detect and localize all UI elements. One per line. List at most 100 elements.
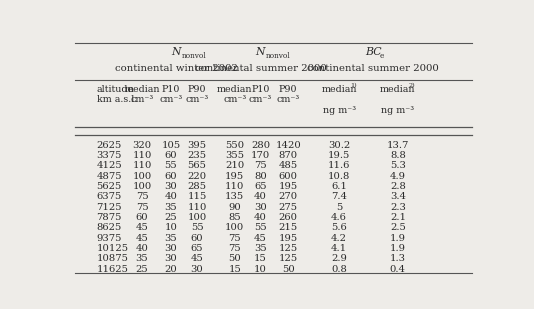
Text: 110: 110 (132, 151, 152, 160)
Text: 60: 60 (191, 234, 203, 243)
Text: 2.8: 2.8 (390, 182, 406, 191)
Text: 870: 870 (279, 151, 298, 160)
Text: 80: 80 (254, 171, 267, 181)
Text: 45: 45 (254, 234, 267, 243)
Text: e: e (380, 52, 384, 60)
Text: 55: 55 (254, 223, 267, 232)
Text: 15: 15 (254, 254, 267, 264)
Text: 100: 100 (225, 223, 245, 232)
Text: 30: 30 (164, 182, 177, 191)
Text: 8.8: 8.8 (390, 151, 406, 160)
Text: 9375: 9375 (97, 234, 122, 243)
Text: 100: 100 (187, 213, 207, 222)
Text: continental summer 2000: continental summer 2000 (307, 65, 439, 74)
Text: 10: 10 (254, 265, 267, 274)
Text: 600: 600 (279, 171, 297, 181)
Text: 2625: 2625 (97, 141, 122, 150)
Text: 11.6: 11.6 (328, 161, 350, 170)
Text: 30: 30 (164, 254, 177, 264)
Text: 10.8: 10.8 (328, 171, 350, 181)
Text: 5: 5 (336, 203, 342, 212)
Text: 30: 30 (164, 244, 177, 253)
Text: 355: 355 (225, 151, 245, 160)
Text: 1): 1) (350, 83, 357, 88)
Text: 135: 135 (225, 192, 245, 201)
Text: median
cm⁻³: median cm⁻³ (124, 85, 160, 104)
Text: 3.4: 3.4 (390, 192, 406, 201)
Text: continental winter 2002: continental winter 2002 (115, 65, 238, 74)
Text: 7125: 7125 (97, 203, 122, 212)
Text: 5625: 5625 (97, 182, 122, 191)
Text: altitude
km a.s.l.: altitude km a.s.l. (97, 85, 137, 104)
Text: 275: 275 (279, 203, 298, 212)
Text: 45: 45 (136, 234, 148, 243)
Text: 60: 60 (136, 213, 148, 222)
Text: 40: 40 (164, 192, 177, 201)
Text: 125: 125 (279, 244, 298, 253)
Text: 25: 25 (164, 213, 177, 222)
Text: 50: 50 (282, 265, 295, 274)
Text: 3375: 3375 (97, 151, 122, 160)
Text: 35: 35 (254, 244, 267, 253)
Text: nonvol: nonvol (265, 52, 290, 60)
Text: nonvol: nonvol (182, 52, 206, 60)
Text: 1.9: 1.9 (390, 234, 406, 243)
Text: 195: 195 (279, 182, 298, 191)
Text: 85: 85 (229, 213, 241, 222)
Text: 220: 220 (187, 171, 207, 181)
Text: 195: 195 (225, 171, 245, 181)
Text: 75: 75 (136, 203, 148, 212)
Text: 7875: 7875 (97, 213, 122, 222)
Text: 110: 110 (225, 182, 245, 191)
Text: 45: 45 (136, 223, 148, 232)
Text: 0.8: 0.8 (331, 265, 347, 274)
Text: 8625: 8625 (97, 223, 122, 232)
Text: 0.4: 0.4 (390, 265, 406, 274)
Text: 2): 2) (409, 83, 415, 88)
Text: 30: 30 (191, 265, 203, 274)
Text: 4.1: 4.1 (331, 244, 347, 253)
Text: 5.3: 5.3 (390, 161, 406, 170)
Text: 2.5: 2.5 (390, 223, 406, 232)
Text: 60: 60 (164, 171, 177, 181)
Text: 115: 115 (187, 192, 207, 201)
Text: 210: 210 (225, 161, 245, 170)
Text: 35: 35 (164, 203, 177, 212)
Text: 40: 40 (136, 244, 148, 253)
Text: 40: 40 (254, 213, 267, 222)
Text: 2.3: 2.3 (390, 203, 406, 212)
Text: continental summer 2000: continental summer 2000 (194, 65, 326, 74)
Text: 195: 195 (279, 234, 298, 243)
Text: 565: 565 (187, 161, 207, 170)
Text: 1.9: 1.9 (390, 244, 406, 253)
Text: 4125: 4125 (97, 161, 122, 170)
Text: 65: 65 (191, 244, 203, 253)
Text: P90
cm⁻³: P90 cm⁻³ (277, 85, 300, 104)
Text: 395: 395 (187, 141, 207, 150)
Text: 75: 75 (229, 234, 241, 243)
Text: 100: 100 (132, 171, 152, 181)
Text: 2.1: 2.1 (390, 213, 406, 222)
Text: 19.5: 19.5 (328, 151, 350, 160)
Text: 7.4: 7.4 (331, 192, 347, 201)
Text: 235: 235 (187, 151, 207, 160)
Text: P10
cm⁻³: P10 cm⁻³ (249, 85, 272, 104)
Text: 2.9: 2.9 (331, 254, 347, 264)
Text: 4.2: 4.2 (331, 234, 347, 243)
Text: 10125: 10125 (97, 244, 129, 253)
Text: 170: 170 (251, 151, 270, 160)
Text: 100: 100 (132, 182, 152, 191)
Text: 6375: 6375 (97, 192, 122, 201)
Text: median: median (380, 85, 415, 94)
Text: 20: 20 (164, 265, 177, 274)
Text: 13.7: 13.7 (387, 141, 409, 150)
Text: 260: 260 (279, 213, 297, 222)
Text: 215: 215 (279, 223, 298, 232)
Text: N: N (171, 47, 181, 57)
Text: 75: 75 (229, 244, 241, 253)
Text: median: median (321, 85, 357, 94)
Text: 75: 75 (254, 161, 267, 170)
Text: 125: 125 (279, 254, 298, 264)
Text: 30: 30 (254, 203, 267, 212)
Text: 1420: 1420 (276, 141, 301, 150)
